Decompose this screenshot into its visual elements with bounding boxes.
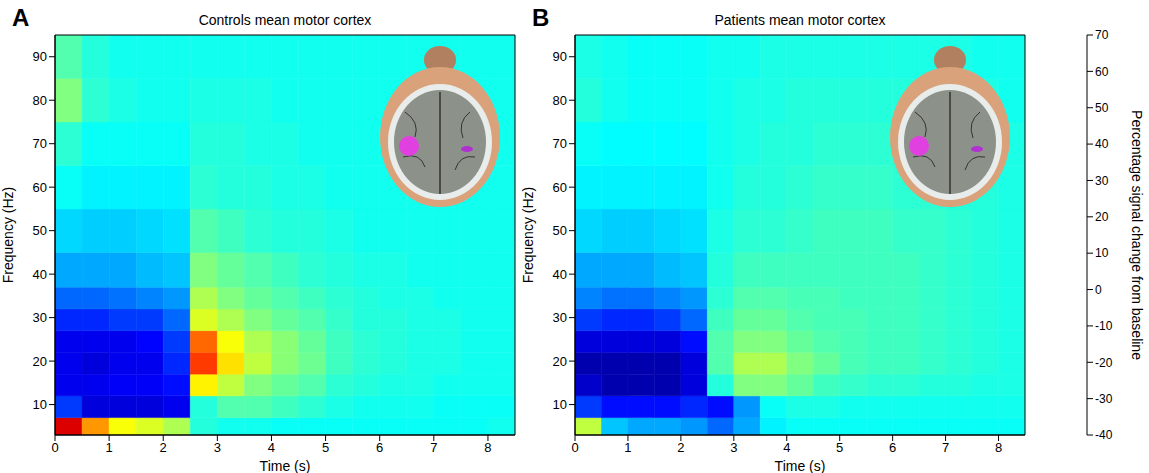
svg-text:2: 2 <box>160 440 167 455</box>
svg-text:20: 20 <box>553 354 567 369</box>
svg-text:20: 20 <box>1095 210 1109 224</box>
svg-text:2: 2 <box>677 440 684 455</box>
svg-text:40: 40 <box>1095 137 1109 151</box>
svg-text:70: 70 <box>553 136 567 151</box>
svg-text:60: 60 <box>33 180 47 195</box>
html-text:Patients mean motor cortex: Patients mean motor cortex <box>714 12 886 28</box>
svg-text:6: 6 <box>889 440 896 455</box>
svg-text:0: 0 <box>1095 283 1102 297</box>
svg-text:30: 30 <box>553 310 567 325</box>
svg-text:Percentage signal change from: Percentage signal change from baseline <box>1129 110 1145 360</box>
svg-text:40: 40 <box>553 267 567 282</box>
svg-text:1: 1 <box>624 440 631 455</box>
svg-text:5: 5 <box>836 440 843 455</box>
svg-text:40: 40 <box>33 267 47 282</box>
svg-text:80: 80 <box>553 93 567 108</box>
svg-text:50: 50 <box>1095 101 1109 115</box>
svg-text:-10: -10 <box>1095 319 1113 333</box>
svg-text:6: 6 <box>376 440 383 455</box>
svg-text:20: 20 <box>33 354 47 369</box>
svg-text:1: 1 <box>106 440 113 455</box>
svg-text:Time (s): Time (s) <box>260 458 311 473</box>
svg-text:10: 10 <box>33 397 47 412</box>
svg-text:3: 3 <box>730 440 737 455</box>
svg-text:70: 70 <box>1095 28 1109 42</box>
svg-text:7: 7 <box>430 440 437 455</box>
svg-text:70: 70 <box>33 136 47 151</box>
svg-text:8: 8 <box>995 440 1002 455</box>
svg-text:30: 30 <box>1095 174 1109 188</box>
svg-text:-20: -20 <box>1095 356 1113 370</box>
svg-text:50: 50 <box>33 223 47 238</box>
svg-text:50: 50 <box>553 223 567 238</box>
svg-text:90: 90 <box>553 49 567 64</box>
svg-text:4: 4 <box>268 440 275 455</box>
svg-text:30: 30 <box>33 310 47 325</box>
svg-text:90: 90 <box>33 49 47 64</box>
svg-text:60: 60 <box>553 180 567 195</box>
svg-text:3: 3 <box>214 440 221 455</box>
svg-text:80: 80 <box>33 93 47 108</box>
svg-text:10: 10 <box>1095 246 1109 260</box>
svg-text:0: 0 <box>51 440 58 455</box>
svg-text:4: 4 <box>783 440 790 455</box>
svg-text:-30: -30 <box>1095 392 1113 406</box>
svg-text:60: 60 <box>1095 65 1109 79</box>
svg-text:Time (s): Time (s) <box>775 458 826 473</box>
html-text:B: B <box>532 4 550 31</box>
svg-text:-40: -40 <box>1095 428 1113 442</box>
svg-text:7: 7 <box>942 440 949 455</box>
html-text:Controls mean motor cortex: Controls mean motor cortex <box>198 12 372 28</box>
svg-text:0: 0 <box>571 440 578 455</box>
svg-text:Frequency (Hz): Frequency (Hz) <box>0 187 16 283</box>
svg-text:Frequency (Hz): Frequency (Hz) <box>520 187 536 283</box>
svg-text:10: 10 <box>553 397 567 412</box>
svg-text:5: 5 <box>322 440 329 455</box>
html-text:A: A <box>12 4 30 31</box>
svg-text:8: 8 <box>484 440 491 455</box>
